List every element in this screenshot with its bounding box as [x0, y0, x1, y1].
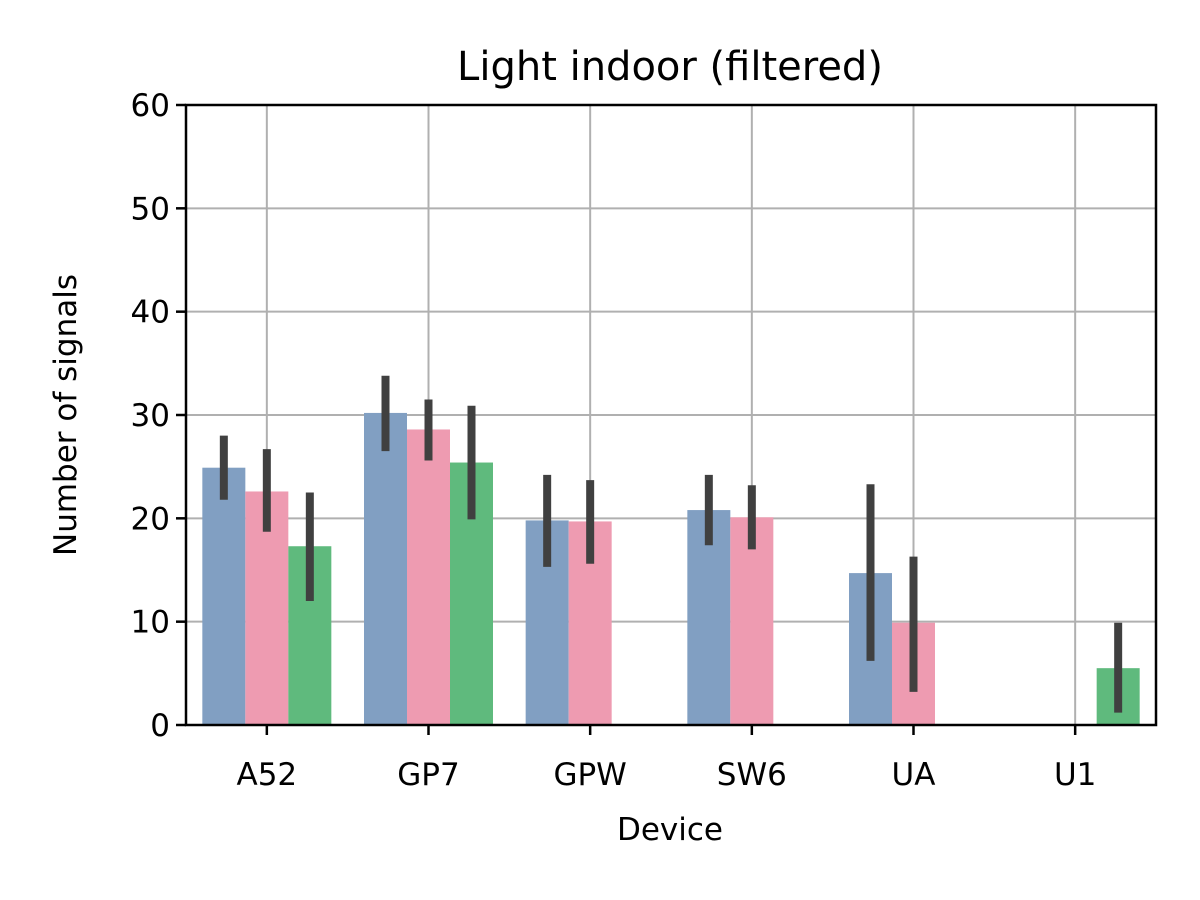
bar-gp7-series-2 — [407, 429, 450, 725]
grid-lines — [186, 104, 1156, 726]
error-bars-layer — [219, 375, 1123, 713]
y-tick-label: 0 — [150, 708, 170, 744]
y-axis-ticks: 0 10 20 30 40 50 60 — [131, 88, 186, 744]
chart-title: Light indoor (filtered) — [457, 44, 883, 90]
x-axis-label: Device — [617, 812, 723, 848]
y-tick-label: 20 — [131, 501, 170, 537]
x-tick-label: A52 — [237, 757, 298, 793]
bar-a52-series-1 — [202, 467, 246, 725]
bars-layer — [202, 412, 1140, 725]
bar-gp7-series-1 — [364, 412, 407, 725]
y-tick-label: 30 — [131, 398, 170, 434]
x-tick-label: UA — [892, 757, 936, 793]
y-tick-label: 50 — [131, 191, 170, 227]
x-tick-label: GP7 — [397, 757, 459, 793]
bar-sw6-series-1 — [687, 510, 731, 725]
x-axis-ticks: A52 GP7 GPW SW6 UA U1 — [237, 725, 1096, 793]
x-tick-label: SW6 — [717, 757, 787, 793]
y-tick-label: 10 — [131, 605, 170, 641]
x-tick-label: U1 — [1054, 757, 1096, 793]
bar-sw6-series-2 — [730, 517, 774, 725]
x-tick-label: GPW — [553, 757, 626, 793]
y-axis-label: Number of signals — [48, 274, 84, 556]
y-tick-label: 60 — [131, 88, 170, 124]
y-tick-label: 40 — [131, 295, 170, 331]
